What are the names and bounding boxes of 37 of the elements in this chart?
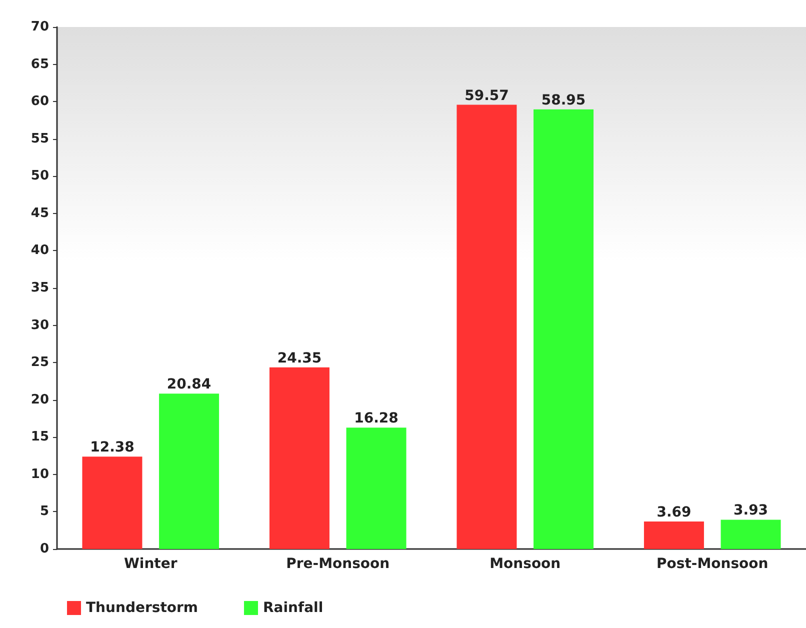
bar [720, 520, 781, 549]
y-tick-label: 70 [30, 20, 49, 34]
y-tick-label: 5 [40, 504, 49, 520]
data-label: 58.95 [541, 92, 586, 108]
y-tick-label: 10 [30, 466, 49, 482]
y-tick-label: 0 [40, 542, 49, 556]
data-label: 3.93 [734, 502, 768, 519]
data-label: 16.28 [354, 410, 398, 427]
x-tick-label: Pre-Monsoon [286, 556, 390, 572]
legend-label: Thunderstorm [86, 600, 198, 616]
bar [534, 109, 594, 549]
data-label: 24.35 [277, 350, 322, 366]
y-tick-label: 30 [30, 318, 49, 333]
y-tick-label: 45 [30, 206, 49, 221]
y-tick-label: 65 [30, 56, 49, 72]
y-tick-label: 40 [30, 243, 49, 258]
x-tick-label: Winter [124, 556, 178, 572]
data-label: 3.69 [656, 504, 692, 520]
bar [269, 367, 330, 549]
y-tick-label: 25 [30, 355, 49, 370]
y-tick-label: 15 [30, 430, 49, 445]
bar [456, 104, 517, 549]
x-tick-label: Monsoon [490, 556, 561, 572]
bar [82, 456, 142, 549]
data-label: 59.57 [464, 88, 509, 104]
legend-label: Rainfall [263, 600, 324, 616]
y-tick-label: 50 [30, 168, 49, 184]
bar [644, 521, 704, 549]
y-tick-label: 35 [30, 280, 49, 296]
bar [346, 428, 406, 549]
y-tick-label: 60 [30, 94, 49, 110]
data-label: 12.38 [90, 440, 134, 456]
bar [159, 394, 220, 549]
y-tick-label: 20 [30, 392, 49, 408]
y-tick-label: 55 [30, 131, 49, 146]
x-tick-label: Post-Monsoon [656, 556, 768, 572]
data-label: 20.84 [166, 376, 212, 393]
